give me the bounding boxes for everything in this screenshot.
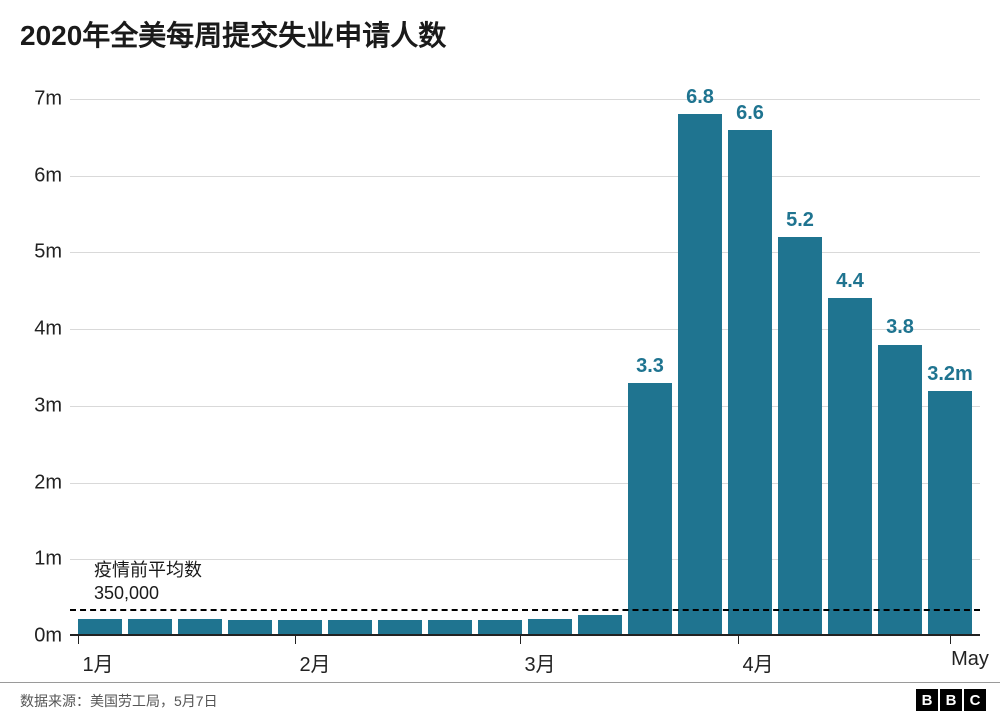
source-text: 数据来源：美国劳工局，5月7日: [20, 691, 218, 711]
y-tick-label: 5m: [2, 241, 62, 264]
x-tick-label: 4月: [742, 648, 773, 677]
y-tick-label: 7m: [2, 88, 62, 111]
x-tick-label: 3月: [524, 648, 555, 677]
bar: [178, 619, 222, 634]
bar: [328, 620, 372, 634]
x-tick: [295, 636, 296, 644]
bar: [428, 620, 472, 634]
y-gridline: [70, 99, 980, 100]
bar-value-label: 5.2: [786, 209, 814, 232]
bar: [228, 620, 272, 634]
x-tick-label: 1月: [82, 648, 113, 677]
chart-area: 0m1m2m3m4m5m6m7m3.36.86.65.24.43.83.2m疫情…: [70, 76, 980, 636]
bar: [878, 345, 922, 635]
y-tick-label: 4m: [2, 318, 62, 341]
bar: [928, 391, 972, 634]
chart-title: 2020年全美每周提交失业申请人数: [20, 14, 446, 54]
bar: [678, 114, 722, 634]
y-tick-label: 0m: [2, 625, 62, 648]
bar-value-label: 3.8: [886, 316, 914, 339]
reference-line: [70, 609, 980, 611]
bar: [528, 619, 572, 634]
bar: [628, 383, 672, 634]
y-tick-label: 3m: [2, 394, 62, 417]
bar: [378, 620, 422, 634]
x-axis-line: [70, 634, 980, 636]
x-tick: [520, 636, 521, 644]
bbc-logo-b2: B: [940, 689, 962, 711]
bar: [78, 619, 122, 634]
bar-value-label: 6.8: [686, 86, 714, 109]
y-tick-label: 2m: [2, 471, 62, 494]
bar: [478, 620, 522, 634]
bar: [828, 298, 872, 634]
bar: [278, 620, 322, 634]
bar-value-label: 4.4: [836, 270, 864, 293]
x-tick: [738, 636, 739, 644]
y-gridline: [70, 252, 980, 253]
bar-value-label: 3.3: [636, 355, 664, 378]
bbc-logo: B B C: [916, 689, 986, 711]
x-tick-label: 2月: [299, 648, 330, 677]
bar-value-label: 6.6: [736, 102, 764, 125]
x-tick: [78, 636, 79, 644]
footer: 数据来源：美国劳工局，5月7日 B B C: [0, 682, 1000, 716]
bbc-logo-b1: B: [916, 689, 938, 711]
y-gridline: [70, 176, 980, 177]
bar: [778, 237, 822, 634]
x-tick-label: May: [951, 648, 989, 671]
x-tick: [950, 636, 951, 644]
bar: [128, 619, 172, 634]
bbc-logo-c: C: [964, 689, 986, 711]
plot-region: 0m1m2m3m4m5m6m7m3.36.86.65.24.43.83.2m疫情…: [70, 76, 980, 636]
bar: [728, 130, 772, 634]
bar-value-label: 3.2m: [927, 363, 973, 386]
y-tick-label: 1m: [2, 548, 62, 571]
bar: [578, 615, 622, 634]
reference-line-label: 疫情前平均数350,000: [94, 559, 202, 604]
y-tick-label: 6m: [2, 164, 62, 187]
